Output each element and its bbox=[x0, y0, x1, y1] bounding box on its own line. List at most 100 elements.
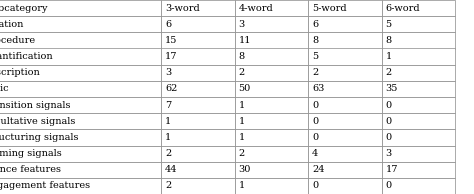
Text: 50: 50 bbox=[238, 84, 251, 94]
Text: 7: 7 bbox=[165, 100, 171, 110]
Text: 1: 1 bbox=[238, 100, 245, 110]
Text: 1: 1 bbox=[165, 133, 171, 142]
Text: 5: 5 bbox=[312, 52, 318, 61]
Bar bbox=[235, 0, 308, 16]
Text: 3: 3 bbox=[385, 149, 392, 158]
Text: 44: 44 bbox=[165, 165, 177, 174]
Text: 30: 30 bbox=[238, 165, 251, 174]
Text: 1: 1 bbox=[238, 181, 245, 191]
Text: 1: 1 bbox=[238, 117, 245, 126]
Bar bbox=[235, 162, 308, 178]
Text: 5-word: 5-word bbox=[312, 3, 346, 13]
Bar bbox=[382, 113, 455, 129]
Bar bbox=[308, 162, 382, 178]
Bar bbox=[161, 32, 235, 48]
Bar bbox=[0, 16, 161, 32]
Text: 0: 0 bbox=[312, 133, 318, 142]
Text: 0: 0 bbox=[312, 100, 318, 110]
Text: transition signals: transition signals bbox=[0, 100, 70, 110]
Text: 63: 63 bbox=[312, 84, 324, 94]
Bar bbox=[0, 65, 161, 81]
Text: 11: 11 bbox=[238, 36, 251, 45]
Bar bbox=[0, 129, 161, 146]
Text: 1: 1 bbox=[385, 52, 392, 61]
Bar bbox=[161, 0, 235, 16]
Text: 0: 0 bbox=[385, 100, 392, 110]
Text: Subcategory: Subcategory bbox=[0, 3, 47, 13]
Text: 24: 24 bbox=[312, 165, 324, 174]
Text: 3: 3 bbox=[165, 68, 171, 77]
Bar bbox=[235, 65, 308, 81]
Bar bbox=[0, 0, 161, 16]
Bar bbox=[161, 146, 235, 162]
Bar bbox=[161, 16, 235, 32]
Bar bbox=[308, 129, 382, 146]
Bar bbox=[382, 146, 455, 162]
Text: 4: 4 bbox=[312, 149, 318, 158]
Text: 2: 2 bbox=[312, 68, 318, 77]
Bar bbox=[161, 113, 235, 129]
Bar bbox=[382, 65, 455, 81]
Bar bbox=[0, 178, 161, 194]
Text: 2: 2 bbox=[165, 149, 171, 158]
Bar bbox=[0, 48, 161, 65]
Text: 8: 8 bbox=[238, 52, 245, 61]
Text: 0: 0 bbox=[312, 181, 318, 191]
Bar bbox=[235, 146, 308, 162]
Text: 6: 6 bbox=[312, 20, 318, 29]
Bar bbox=[308, 32, 382, 48]
Text: 2: 2 bbox=[165, 181, 171, 191]
Text: 2: 2 bbox=[238, 68, 245, 77]
Bar bbox=[161, 65, 235, 81]
Text: 3-word: 3-word bbox=[165, 3, 200, 13]
Text: 8: 8 bbox=[312, 36, 318, 45]
Bar bbox=[235, 32, 308, 48]
Bar bbox=[382, 48, 455, 65]
Text: location: location bbox=[0, 20, 24, 29]
Bar bbox=[382, 129, 455, 146]
Bar bbox=[308, 97, 382, 113]
Bar bbox=[161, 48, 235, 65]
Bar bbox=[235, 113, 308, 129]
Bar bbox=[382, 81, 455, 97]
Bar bbox=[308, 48, 382, 65]
Text: 0: 0 bbox=[312, 117, 318, 126]
Text: resultative signals: resultative signals bbox=[0, 117, 75, 126]
Text: 35: 35 bbox=[385, 84, 398, 94]
Bar bbox=[308, 0, 382, 16]
Text: 2: 2 bbox=[238, 149, 245, 158]
Text: 1: 1 bbox=[238, 133, 245, 142]
Bar bbox=[308, 65, 382, 81]
Bar bbox=[308, 81, 382, 97]
Text: 0: 0 bbox=[385, 133, 392, 142]
Bar bbox=[382, 32, 455, 48]
Text: 1: 1 bbox=[165, 117, 171, 126]
Text: procedure: procedure bbox=[0, 36, 36, 45]
Bar bbox=[161, 97, 235, 113]
Bar bbox=[0, 162, 161, 178]
Bar bbox=[0, 146, 161, 162]
Text: 62: 62 bbox=[165, 84, 177, 94]
Bar bbox=[382, 16, 455, 32]
Text: 3: 3 bbox=[238, 20, 245, 29]
Text: 5: 5 bbox=[385, 20, 392, 29]
Bar bbox=[235, 129, 308, 146]
Text: 8: 8 bbox=[385, 36, 392, 45]
Text: 17: 17 bbox=[385, 165, 398, 174]
Text: topic: topic bbox=[0, 84, 9, 94]
Text: quantification: quantification bbox=[0, 52, 54, 61]
Text: 15: 15 bbox=[165, 36, 177, 45]
Text: 2: 2 bbox=[385, 68, 392, 77]
Bar bbox=[0, 113, 161, 129]
Bar bbox=[161, 162, 235, 178]
Bar bbox=[235, 97, 308, 113]
Bar bbox=[235, 48, 308, 65]
Text: 6-word: 6-word bbox=[385, 3, 420, 13]
Bar bbox=[0, 97, 161, 113]
Text: engagement features: engagement features bbox=[0, 181, 90, 191]
Bar bbox=[235, 81, 308, 97]
Text: framing signals: framing signals bbox=[0, 149, 62, 158]
Text: 4-word: 4-word bbox=[238, 3, 273, 13]
Text: 0: 0 bbox=[385, 117, 392, 126]
Text: 6: 6 bbox=[165, 20, 171, 29]
